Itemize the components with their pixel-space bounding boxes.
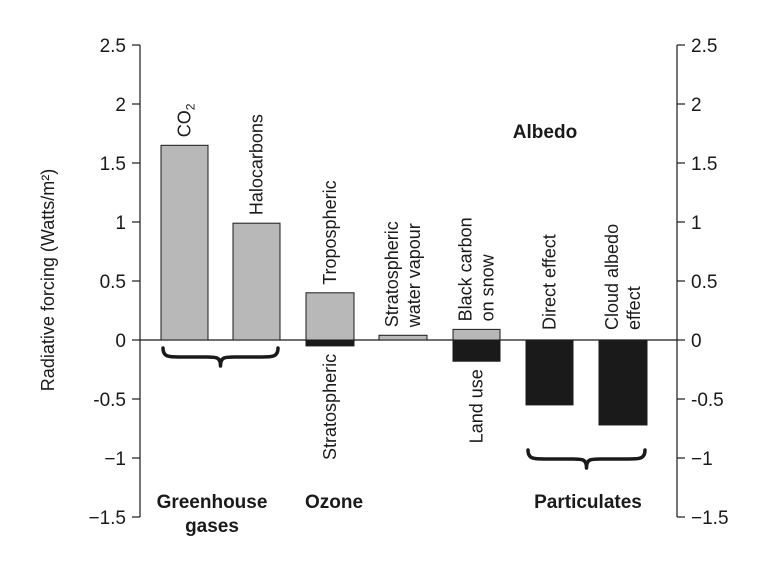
bar-label-line: Halocarbons xyxy=(247,114,267,215)
bar-label: Stratospheric water vapour xyxy=(382,221,424,328)
bar-label-line: Cloud albedo xyxy=(602,224,622,330)
bar-label: Cloud albedo effect xyxy=(602,224,644,330)
bar-label-line: Direct effect xyxy=(540,234,560,330)
bar-label-line: Land use xyxy=(467,369,487,443)
bar-label-line: on snow xyxy=(478,253,498,321)
bar-stratospheric-water-vapour xyxy=(378,334,428,341)
bar-label-line: Stratospheric xyxy=(320,354,340,460)
left-tick-label: −1.5 xyxy=(88,508,126,529)
left-tick-label: 2 xyxy=(115,95,126,116)
bar-label: Stratospheric xyxy=(320,354,340,460)
bar-halocarbons xyxy=(232,222,281,341)
bar-land-use xyxy=(452,339,501,362)
right-tick-label: -0.5 xyxy=(691,390,724,411)
y-axis-title: Radiative forcing (Watts/m²) xyxy=(38,169,58,391)
right-tick-label: 0.5 xyxy=(691,272,717,293)
bar-black-carbon-on-snow xyxy=(452,328,501,341)
group-braces xyxy=(161,346,647,470)
left-tick-label: 0 xyxy=(115,331,126,352)
right-tick-label: 1 xyxy=(691,213,702,234)
group-label-albedo: Albedo xyxy=(513,122,577,143)
right-tick-label: 2.5 xyxy=(691,36,717,57)
left-tick-label: −1 xyxy=(104,449,126,470)
left-tick-label: 1.5 xyxy=(100,154,126,175)
bar-direct-effect xyxy=(525,339,574,406)
bar-label-line: CO2 xyxy=(175,103,198,137)
bar-labels: CO2HalocarbonsTroposphericStratosphericS… xyxy=(175,103,645,460)
right-y-axis: 2.5 2 1.5 1 0.5 0 -0.5 −1 −1.5 xyxy=(676,36,729,529)
right-tick-label: 0 xyxy=(691,331,702,352)
group-labels: Greenhouse gases Ozone Albedo Particulates xyxy=(157,122,642,537)
left-tick-label: -0.5 xyxy=(93,390,126,411)
particulates-brace xyxy=(526,448,647,470)
bar-label-line: Tropospheric xyxy=(320,180,340,284)
bar-label: Black carbon on snow xyxy=(456,217,498,321)
bar-label: Tropospheric xyxy=(320,180,340,284)
right-tick-label: 2 xyxy=(691,95,702,116)
bar-label: Direct effect xyxy=(540,234,560,330)
bar-co- xyxy=(160,144,209,341)
bar-label-line: effect xyxy=(624,286,644,330)
bar-label-line: Stratospheric xyxy=(382,221,402,327)
left-tick-label: 0.5 xyxy=(100,272,126,293)
bar-label: Halocarbons xyxy=(247,114,267,215)
group-label-greenhouse-gases: gases xyxy=(185,516,239,537)
bar-label-line: Black carbon xyxy=(456,217,476,321)
bar-label-line: water vapour xyxy=(404,223,424,328)
bar-label: CO2 xyxy=(175,103,198,137)
bar-tropospheric xyxy=(305,292,355,341)
left-y-axis: 2.5 2 1.5 1 0.5 0 -0.5 −1 −1.5 xyxy=(88,36,141,529)
bar-cloud-albedo-effect xyxy=(598,339,648,426)
left-tick-label: 2.5 xyxy=(100,36,126,57)
bars xyxy=(160,144,648,426)
group-label-particulates: Particulates xyxy=(534,492,642,513)
group-label-ozone: Ozone xyxy=(305,492,363,513)
right-tick-label: 1.5 xyxy=(691,154,717,175)
bar-label: Land use xyxy=(467,369,487,443)
right-tick-label: −1 xyxy=(691,449,713,470)
bar-stratospheric xyxy=(305,339,355,347)
left-tick-label: 1 xyxy=(115,213,126,234)
right-tick-label: −1.5 xyxy=(691,508,729,529)
group-label-greenhouse-gases: Greenhouse xyxy=(157,492,268,513)
greenhouse-gases-brace xyxy=(161,346,280,368)
